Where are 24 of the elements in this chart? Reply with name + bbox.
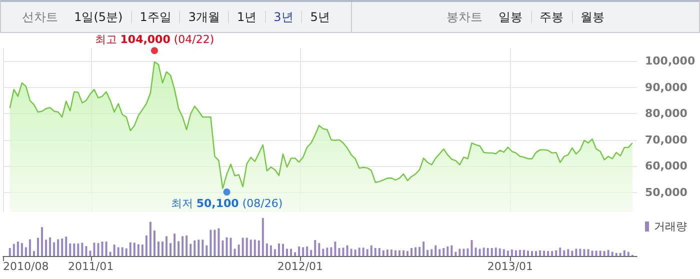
text: 월봉 [572, 10, 612, 24]
text: 5년 [301, 10, 338, 24]
y-tick-label: 60,000 [645, 160, 688, 173]
legend-label: 거래량 [654, 220, 687, 233]
annotation: 최저 50,100 (08/26) [170, 197, 283, 210]
text: 1주일 [130, 10, 180, 24]
annotation: 최고 104,000 (04/22) [94, 32, 214, 46]
text: 일봉 [498, 10, 524, 24]
y-tick-label: 70,000 [645, 133, 688, 146]
text: 선차트 [21, 10, 60, 24]
text: 3개월 [179, 10, 228, 24]
x-tick-label: 2012/01 [277, 260, 324, 273]
text: 1년 [228, 10, 265, 24]
y-tick-label: 100,000 [645, 54, 696, 68]
text: 3년 [264, 10, 302, 24]
text: 1일(5분) [73, 10, 124, 24]
text: 주봉 [530, 10, 572, 24]
x-tick-label: 2011/01 [68, 260, 114, 273]
x-tick-label: 2013/01 [487, 260, 534, 273]
text: 봉차트 [446, 10, 484, 24]
x-tick-label: 2010/08 [3, 260, 49, 273]
y-tick-label: 80,000 [645, 107, 688, 120]
y-tick-label: 50,000 [645, 186, 688, 199]
y-tick-label: 90,000 [645, 80, 688, 94]
